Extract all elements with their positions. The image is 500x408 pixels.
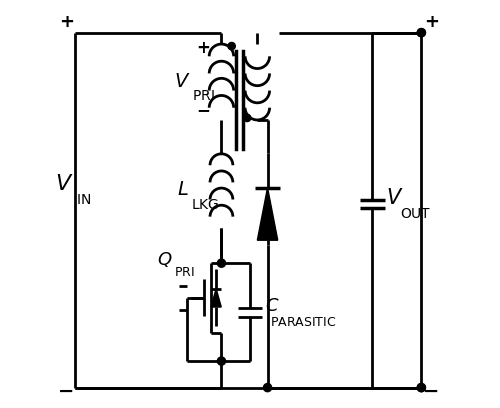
Text: +: +: [59, 13, 74, 31]
Circle shape: [228, 42, 235, 50]
Text: $\mathregular{OUT}$: $\mathregular{OUT}$: [400, 207, 431, 221]
Circle shape: [418, 29, 426, 37]
Text: $Q$: $Q$: [156, 250, 172, 268]
Circle shape: [218, 259, 226, 267]
Text: $\mathregular{PRI}$: $\mathregular{PRI}$: [174, 266, 195, 279]
Circle shape: [218, 357, 226, 365]
Text: −: −: [196, 101, 210, 119]
Circle shape: [418, 384, 426, 392]
Text: +: +: [196, 39, 210, 57]
Text: $V$: $V$: [174, 72, 191, 91]
Circle shape: [418, 29, 426, 37]
Text: $\mathregular{PARASITIC}$: $\mathregular{PARASITIC}$: [270, 316, 336, 329]
Text: −: −: [424, 382, 440, 401]
Circle shape: [264, 384, 272, 392]
Polygon shape: [258, 188, 278, 240]
Text: −: −: [58, 382, 74, 401]
Text: $\mathregular{PRI}$: $\mathregular{PRI}$: [192, 89, 214, 103]
Text: $V$: $V$: [386, 188, 404, 208]
Circle shape: [244, 114, 251, 122]
Circle shape: [418, 384, 426, 392]
Text: $V$: $V$: [55, 173, 74, 194]
Text: +: +: [424, 13, 439, 31]
Text: $L$: $L$: [177, 180, 188, 199]
Polygon shape: [211, 289, 221, 307]
Text: $C$: $C$: [265, 297, 280, 315]
Text: $\mathregular{IN}$: $\mathregular{IN}$: [76, 193, 91, 207]
Text: $\mathregular{LKG}$: $\mathregular{LKG}$: [191, 198, 220, 212]
